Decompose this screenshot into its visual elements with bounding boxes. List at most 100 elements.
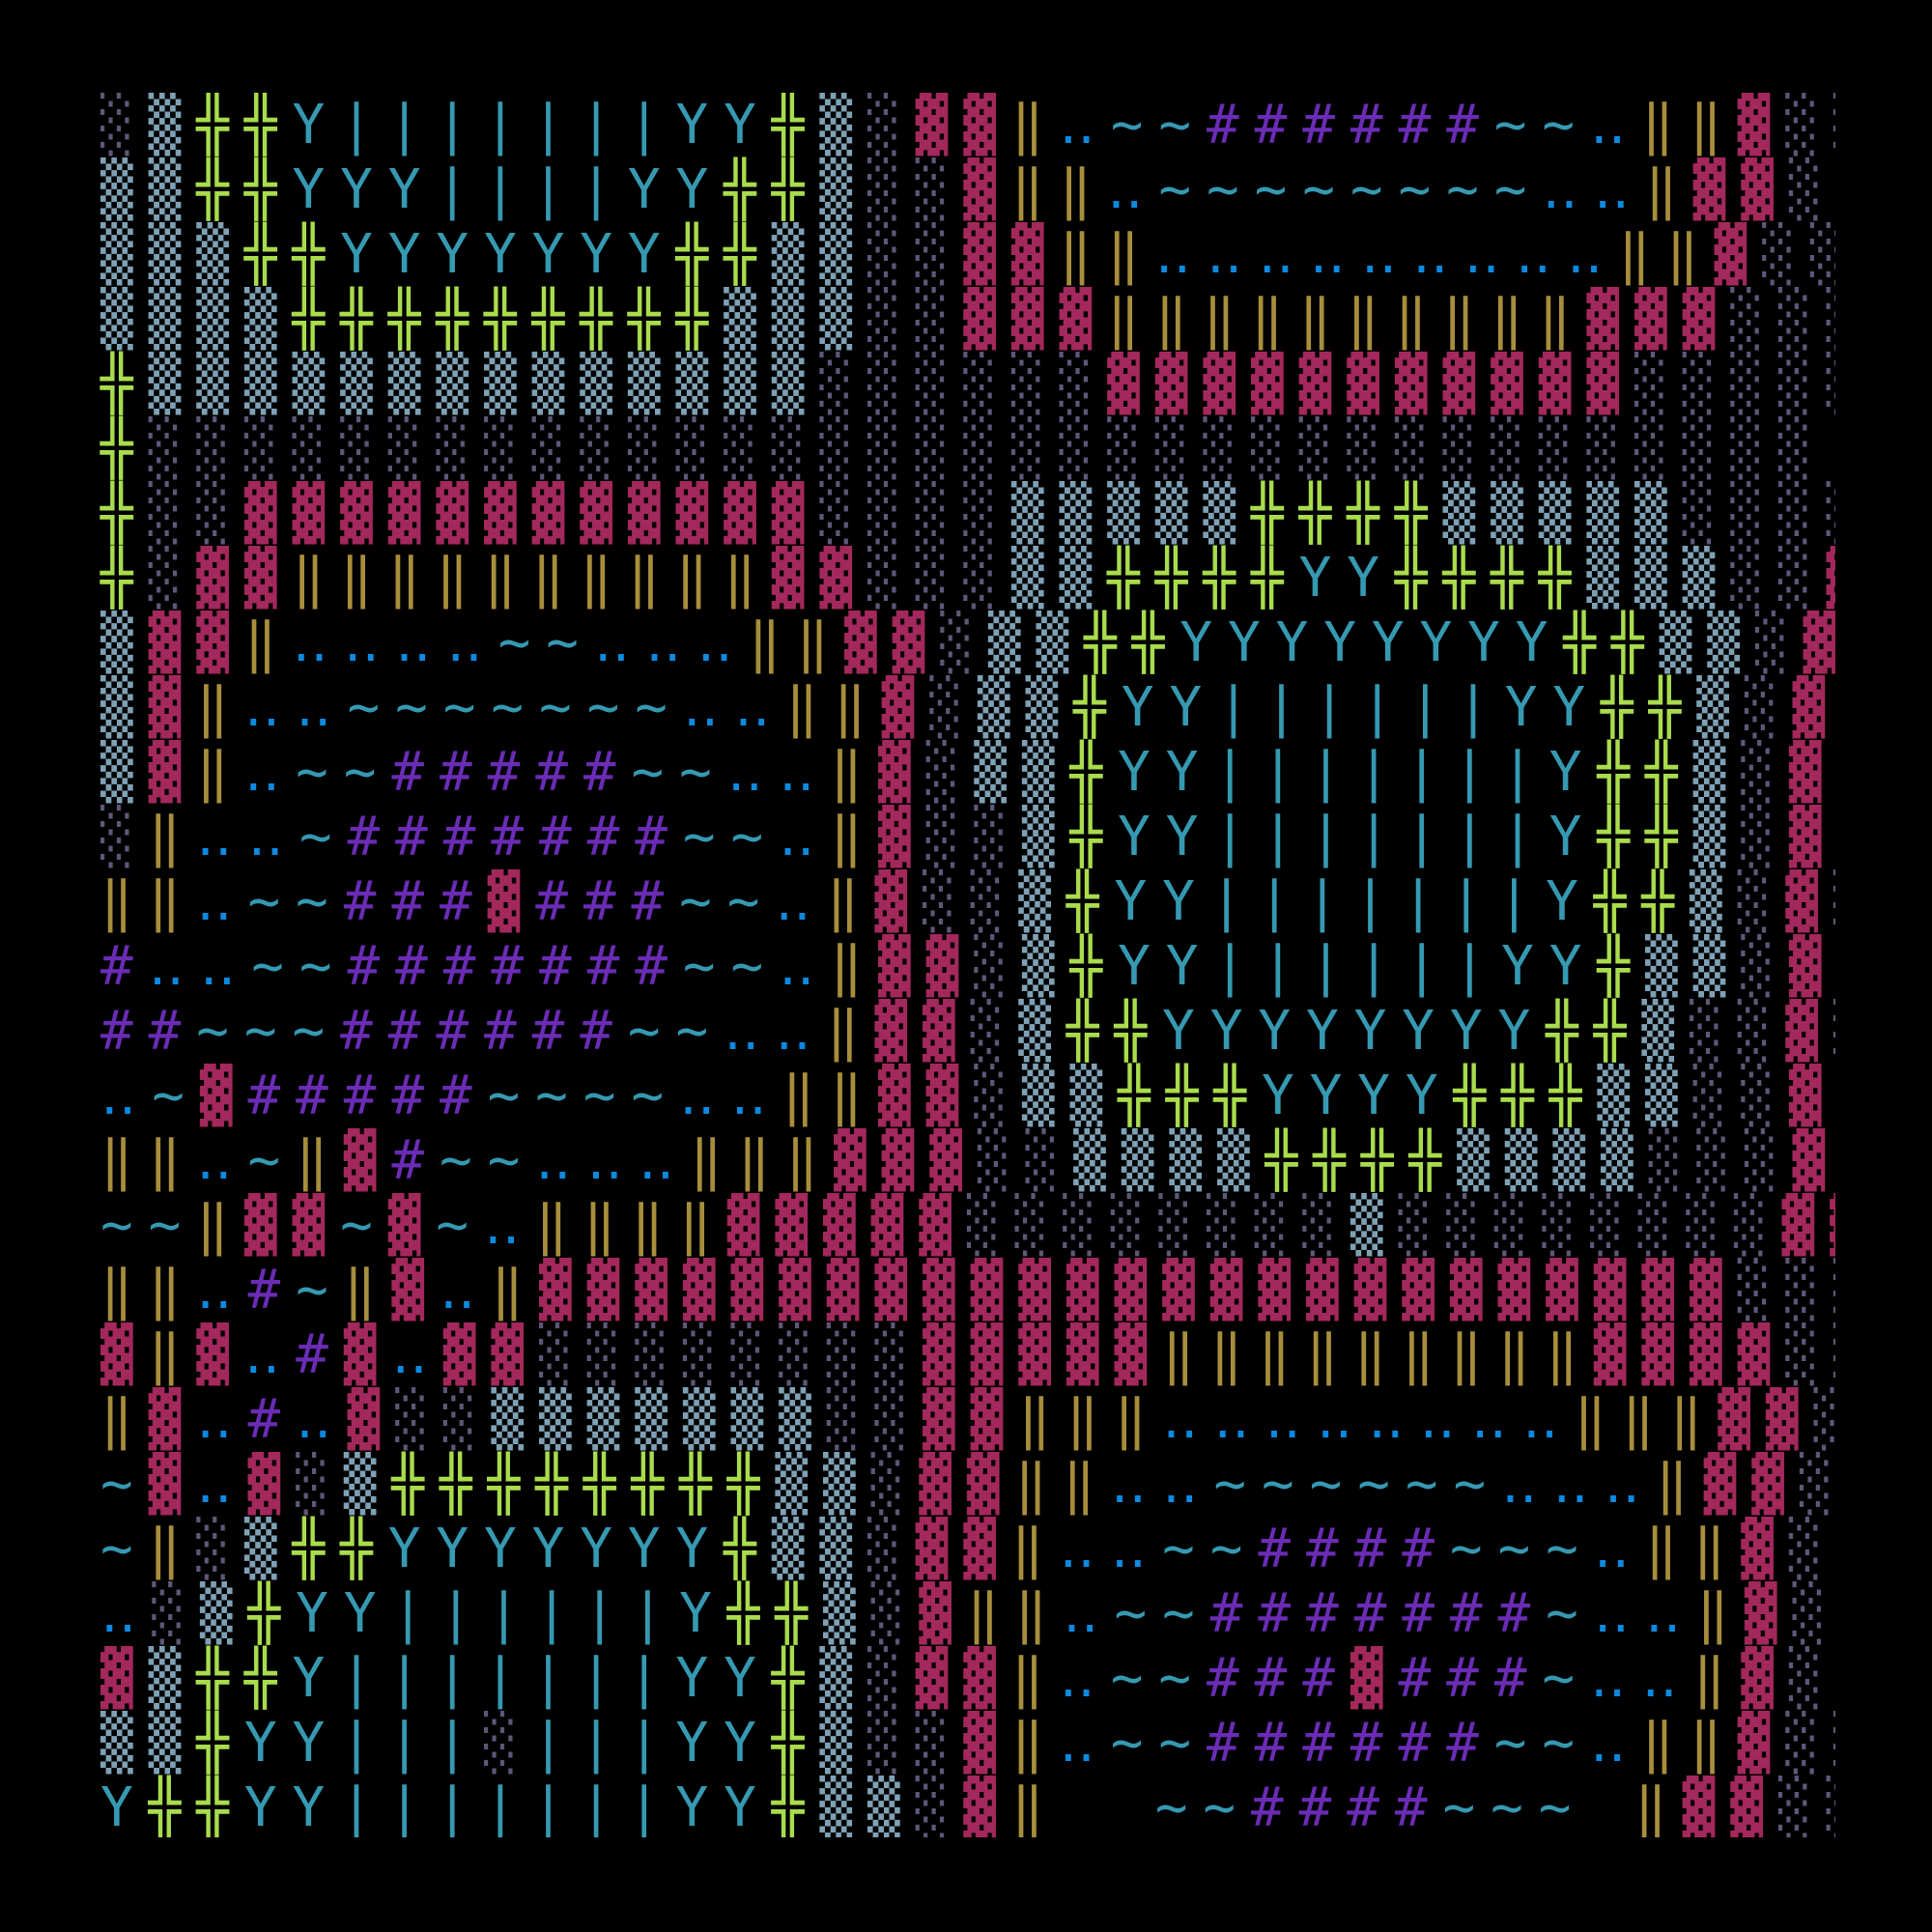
art-glyph-dark-shade-block: ▓ (1689, 1259, 1738, 1321)
art-glyph-dark-shade-block: ▓ (1741, 158, 1789, 221)
art-glyph-medium-shade: ▒ (1442, 482, 1492, 545)
art-glyph-tilde: ~ (1114, 1582, 1163, 1645)
art-glyph-double-cross: ╬ (1548, 1065, 1598, 1127)
art-glyph-light-shade: ░ (867, 1712, 916, 1775)
art-glyph-hash: # (1305, 1518, 1354, 1580)
art-glyph-medium-shade: ▒ (1659, 611, 1708, 674)
art-glyph-double-cross: ╬ (1601, 676, 1649, 739)
art-row: ▒▓‖‥~~#####~~‥‥‖▓░▒▒╬YY|||||||Y╬╬▒░▓░ (100, 740, 1835, 805)
art-glyph-light-shade: ░ (1442, 417, 1492, 480)
art-glyph-medium-shade: ▒ (148, 353, 197, 415)
art-glyph-dark-shade-block: ▓ (823, 1194, 871, 1257)
art-glyph-vertical-bar: | (580, 158, 628, 221)
art-glyph-double-cross: ╬ (100, 417, 149, 480)
art-glyph-vertical-bar: | (627, 94, 676, 156)
art-glyph-tilde: ~ (679, 741, 727, 804)
art-glyph-light-shade: ░ (1730, 353, 1778, 415)
art-glyph-two-dot-leader: ‥ (1264, 1388, 1317, 1451)
art-glyph-double-cross: ╬ (340, 288, 388, 351)
art-glyph-letter-y: Y (1548, 741, 1598, 804)
art-glyph-double-bar: ‖ (826, 1000, 875, 1063)
art-glyph-tilde: ~ (1154, 1776, 1204, 1837)
art-glyph-vertical-bar: | (1261, 806, 1310, 868)
art-glyph-medium-shade: ▒ (148, 288, 197, 351)
art-glyph-tilde: ~ (343, 741, 392, 804)
art-glyph-tilde: ~ (631, 1065, 680, 1127)
art-glyph-tilde: ~ (1442, 1776, 1492, 1837)
art-glyph-light-shade: ░ (925, 806, 975, 868)
art-glyph-two-dot-leader: ‥ (1567, 223, 1619, 286)
art-glyph-hash: # (1394, 1776, 1443, 1837)
art-glyph-double-cross: ╬ (292, 1518, 341, 1580)
art-glyph-double-bar: ‖ (100, 1388, 149, 1451)
art-glyph-double-cross: ╬ (292, 223, 341, 286)
art-glyph-light-shade: ░ (538, 1323, 587, 1386)
art-glyph-light-shade: ░ (915, 353, 964, 415)
art-glyph-medium-shade: ▒ (196, 353, 244, 415)
art-glyph-medium-shade: ▒ (675, 353, 724, 415)
art-glyph-dark-shade-block: ▓ (963, 1712, 1011, 1775)
art-glyph-blank (1586, 1776, 1634, 1837)
art-glyph-medium-shade: ▒ (1644, 1065, 1693, 1127)
art-glyph-medium-shade: ▒ (1689, 870, 1738, 933)
art-glyph-vertical-bar: | (1264, 676, 1314, 739)
art-glyph-double-cross: ╬ (340, 1518, 388, 1580)
art-glyph-dark-shade-block: ▓ (531, 482, 581, 545)
art-glyph-letter-y: Y (343, 1582, 392, 1645)
art-glyph-double-cross: ╬ (535, 1453, 583, 1516)
art-glyph-dark-shade-block: ▓ (1586, 353, 1634, 415)
art-glyph-vertical-bar: | (627, 1647, 676, 1710)
art-glyph-double-cross: ╬ (531, 288, 581, 351)
art-glyph-light-shade: ░ (1692, 1065, 1742, 1127)
art-glyph-light-shade: ░ (1777, 547, 1827, 610)
art-glyph-medium-shade: ▒ (1018, 870, 1066, 933)
art-glyph-dark-shade-block: ▓ (538, 1259, 587, 1321)
art-glyph-hash: # (1402, 1582, 1450, 1645)
art-glyph-medium-shade: ▒ (1491, 482, 1539, 545)
art-glyph-double-cross: ╬ (1546, 1000, 1594, 1063)
art-glyph-light-shade: ░ (1777, 482, 1827, 545)
art-glyph-tilde: ~ (535, 1065, 583, 1127)
art-glyph-hash: # (1446, 1647, 1494, 1710)
art-glyph-medium-shade: ▒ (100, 676, 149, 739)
art-glyph-tilde: ~ (1209, 1518, 1259, 1580)
art-glyph-letter-y: Y (436, 1518, 484, 1580)
art-glyph-vertical-bar: | (1497, 870, 1547, 933)
art-glyph-dark-shade-block: ▓ (1538, 353, 1587, 415)
art-glyph-light-shade: ░ (148, 482, 197, 545)
art-glyph-light-shade: ░ (925, 741, 975, 804)
art-glyph-tilde: ~ (196, 1000, 244, 1063)
art-glyph-light-shade: ░ (970, 1000, 1019, 1063)
art-glyph-tilde: ~ (730, 935, 780, 998)
art-glyph-vertical-bar: | (1258, 870, 1306, 933)
art-glyph-medium-shade: ▒ (1069, 1065, 1119, 1127)
art-glyph-dark-shade-block: ▓ (834, 1129, 882, 1192)
art-glyph-two-dot-leader: ‥ (243, 1323, 297, 1386)
art-glyph-dark-shade-block: ▓ (919, 1453, 967, 1516)
art-glyph-letter-y: Y (436, 223, 484, 286)
art-glyph-vertical-bar: | (1360, 676, 1409, 739)
art-glyph-double-cross: ╬ (1203, 547, 1251, 610)
art-glyph-dark-shade-block: ▓ (874, 1000, 923, 1063)
art-glyph-light-shade: ░ (867, 417, 916, 480)
art-glyph-two-dot-leader: ‥ (395, 611, 447, 674)
art-glyph-tilde: ~ (1493, 94, 1543, 156)
art-glyph-light-shade: ░ (1827, 288, 1836, 351)
art-glyph-letter-y: Y (1227, 611, 1276, 674)
art-glyph-medium-shade: ▒ (100, 741, 149, 804)
art-glyph-light-shade: ░ (867, 547, 916, 610)
art-glyph-medium-shade: ▒ (682, 1388, 731, 1451)
art-glyph-light-shade: ░ (929, 676, 978, 739)
art-glyph-light-shade: ░ (484, 417, 532, 480)
art-glyph-vertical-bar: | (1213, 935, 1262, 998)
art-glyph-medium-shade: ▒ (199, 1582, 248, 1645)
art-glyph-two-dot-leader: ‥ (1360, 223, 1413, 286)
art-glyph-letter-y: Y (1357, 1065, 1406, 1127)
art-glyph-double-cross: ╬ (1593, 870, 1642, 933)
art-glyph-hash: # (1402, 1518, 1450, 1580)
art-glyph-vertical-bar: | (1501, 741, 1549, 804)
art-glyph-letter-y: Y (531, 1518, 581, 1580)
art-glyph-hash: # (586, 935, 636, 998)
art-glyph-double-cross: ╬ (440, 1453, 488, 1516)
art-glyph-double-bar: ‖ (243, 611, 293, 674)
